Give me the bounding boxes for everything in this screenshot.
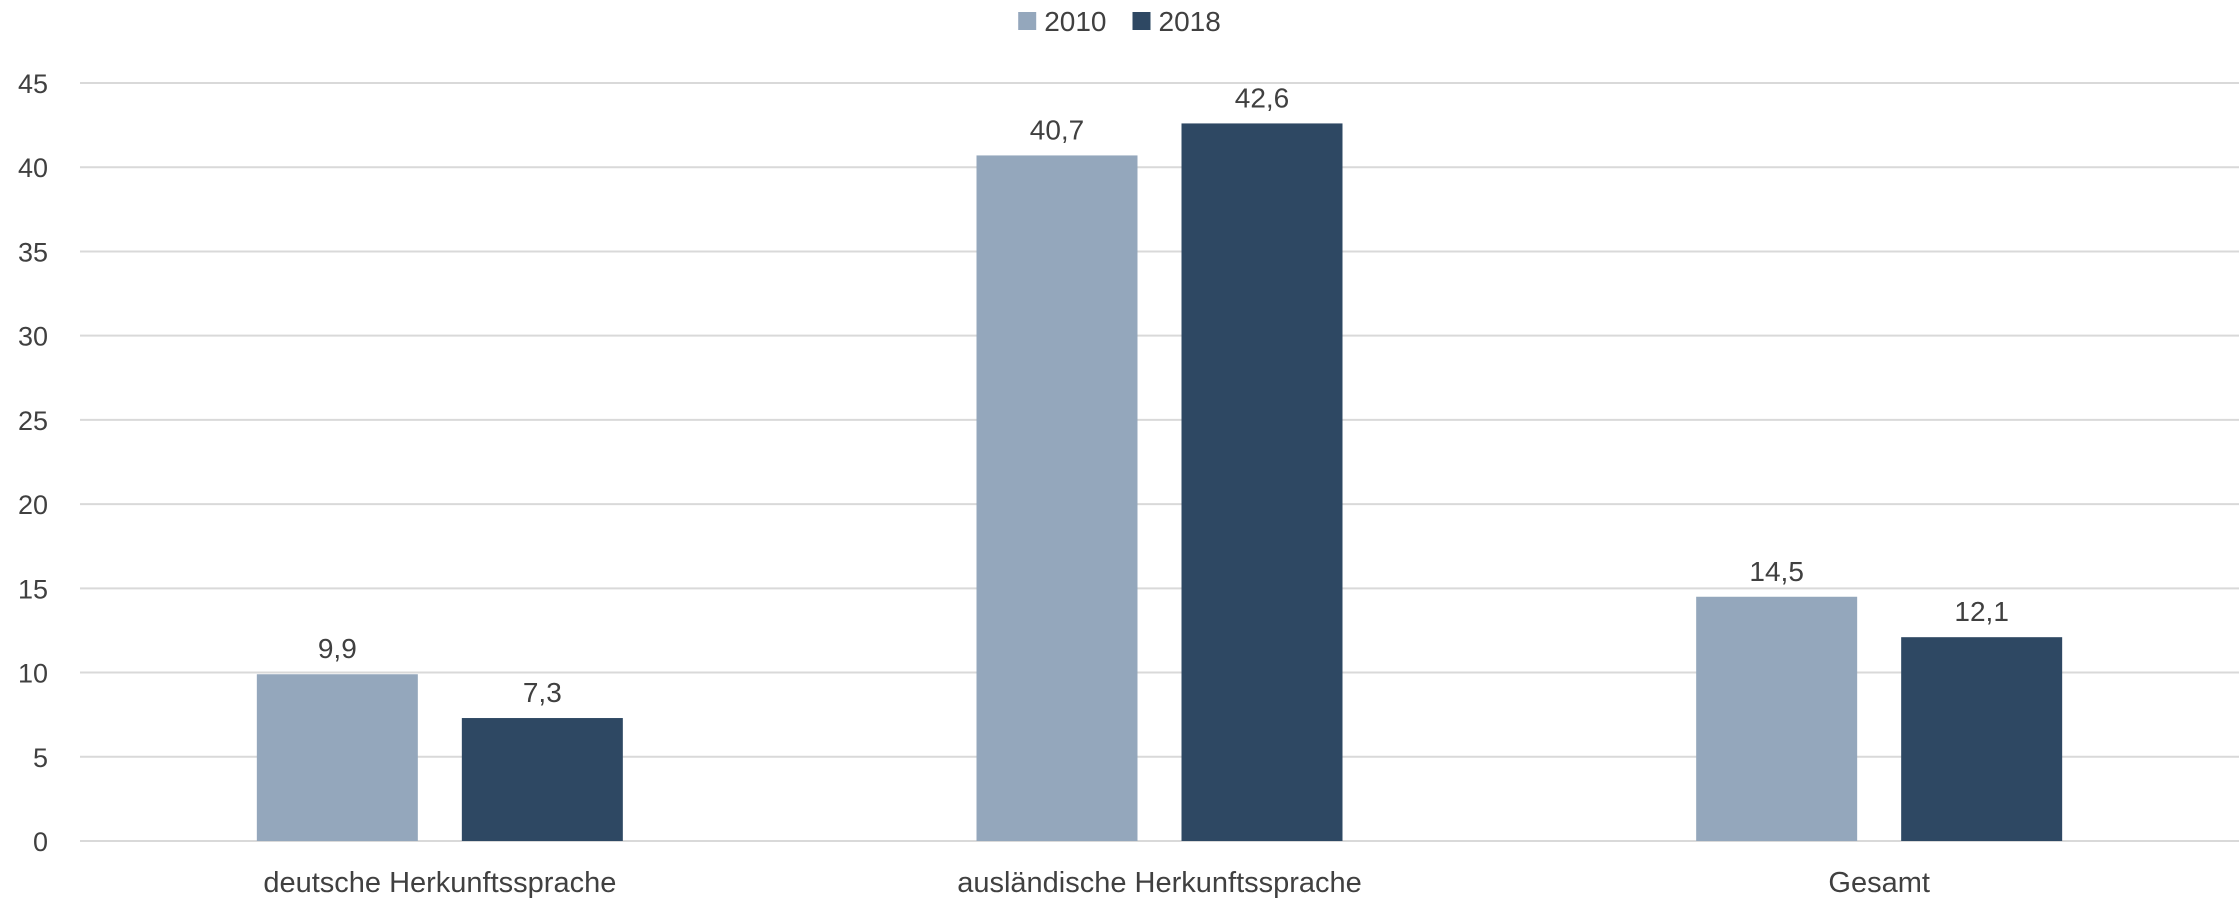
bar-2018-1 <box>1181 123 1343 842</box>
x-category-label: ausländische Herkunftssprache <box>957 867 1362 899</box>
x-axis: deutsche Herkunftssprache ausländische He… <box>263 867 1930 899</box>
data-label: 42,6 <box>1235 82 1290 113</box>
legend-swatch-2018 <box>1132 12 1151 30</box>
legend: 2010 2018 <box>1018 6 1221 37</box>
y-tick-label: 40 <box>18 153 48 183</box>
bar-2010-1 <box>976 155 1138 842</box>
bar-2018-2 <box>1901 637 2063 841</box>
data-label: 14,5 <box>1749 556 1804 587</box>
bar-2010-2 <box>1696 596 1858 841</box>
y-tick-label: 45 <box>18 69 48 99</box>
legend-swatch-2010 <box>1018 12 1037 30</box>
y-tick-label: 10 <box>18 659 48 689</box>
bar-2010-0 <box>256 674 418 841</box>
data-label: 7,3 <box>523 677 562 708</box>
gridlines <box>80 82 2239 842</box>
y-tick-label: 15 <box>18 574 48 604</box>
legend-label: 2010 <box>1044 6 1106 37</box>
x-category-label: Gesamt <box>1828 867 1930 899</box>
data-label: 9,9 <box>318 633 357 664</box>
y-tick-label: 0 <box>33 827 48 857</box>
x-category-label: deutsche Herkunftssprache <box>263 867 616 899</box>
y-tick-label: 25 <box>18 406 48 436</box>
data-label: 12,1 <box>1954 596 2009 627</box>
bars <box>256 123 2063 842</box>
y-tick-label: 20 <box>18 490 48 520</box>
y-tick-label: 30 <box>18 322 48 352</box>
legend-label: 2018 <box>1159 6 1221 37</box>
y-tick-label: 35 <box>18 237 48 267</box>
data-label: 40,7 <box>1030 114 1085 145</box>
data-labels: 9,9 7,3 40,7 42,6 14,5 12,1 <box>318 82 2009 708</box>
y-tick-label: 5 <box>33 743 48 773</box>
bar-2018-0 <box>461 718 623 841</box>
y-axis: 0 5 10 15 20 25 30 35 40 45 <box>18 69 48 857</box>
